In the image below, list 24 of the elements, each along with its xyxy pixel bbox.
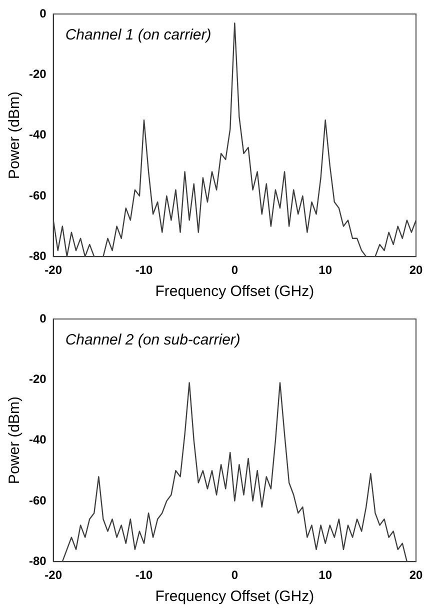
annotation: Channel 1 (on carrier) — [65, 26, 212, 44]
x-tick-label: 10 — [318, 568, 332, 582]
y-tick-label: 0 — [40, 311, 47, 326]
x-tick-label: -10 — [135, 263, 154, 278]
x-tick-label: 10 — [318, 263, 332, 278]
y-tick-label: -40 — [29, 128, 47, 142]
x-tick-label: 0 — [231, 568, 238, 582]
x-tick-label: 0 — [231, 263, 238, 278]
y-tick-label: -20 — [29, 372, 47, 386]
y-axis-title: Power (dBm) — [6, 396, 24, 484]
y-tick-label: -60 — [29, 493, 47, 508]
y-tick-label: -40 — [29, 432, 47, 447]
y-tick-label: -20 — [29, 66, 47, 81]
x-tick-label: 20 — [409, 568, 423, 582]
y-axis-title: Power (dBm) — [6, 92, 24, 180]
x-tick-label: -10 — [135, 568, 154, 582]
y-tick-label: -80 — [29, 554, 47, 568]
x-axis-title: Frequency Offset (GHz) — [155, 588, 314, 606]
x-axis-title: Frequency Offset (GHz) — [155, 283, 314, 300]
y-tick-label: -80 — [29, 248, 47, 263]
y-tick-label: -60 — [29, 188, 47, 202]
annotation: Channel 2 (on sub-carrier) — [65, 332, 240, 349]
x-tick-label: 20 — [409, 263, 423, 278]
y-tick-label: 0 — [40, 6, 47, 20]
